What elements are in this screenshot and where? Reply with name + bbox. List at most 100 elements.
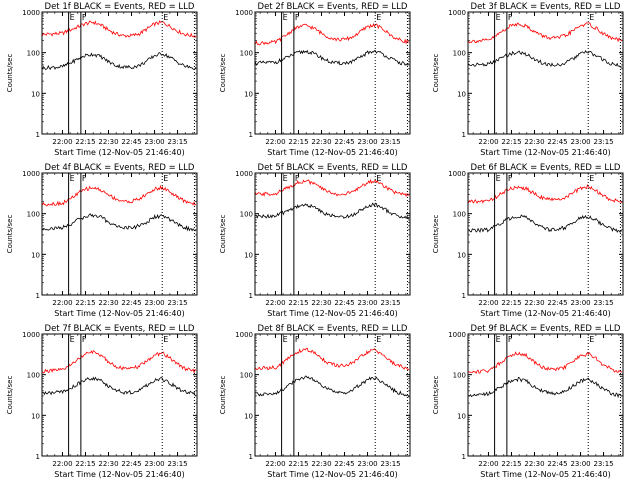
chart-panel: Det 2f BLACK = Events, RED = LLD Counts/s… bbox=[219, 2, 411, 157]
event-marker-label: E bbox=[496, 335, 501, 344]
y-tick-label: 1 bbox=[249, 131, 253, 139]
plot-frame bbox=[41, 11, 198, 135]
x-tick-label: 22:30 bbox=[98, 138, 118, 146]
plot-frame bbox=[254, 333, 411, 457]
x-tick-label: 22:30 bbox=[311, 460, 331, 468]
events-series-line bbox=[468, 49, 623, 68]
x-tick-label: 23:00 bbox=[570, 460, 590, 468]
x-axis-label: Start Time (12-Nov-05 21:46:40) bbox=[267, 309, 397, 318]
y-tick-label: 1 bbox=[462, 292, 466, 300]
chart-title: Det 8f BLACK = Events, RED = LLD bbox=[258, 324, 408, 334]
x-tick-label: 22:15 bbox=[501, 138, 521, 146]
x-tick-label: 22:00 bbox=[478, 299, 498, 307]
y-tick-label: 100 bbox=[240, 50, 253, 58]
x-tick-label: 22:45 bbox=[547, 138, 567, 146]
event-marker-label: E bbox=[589, 13, 594, 22]
x-tick-label: 23:15 bbox=[593, 299, 613, 307]
event-marker-label: E bbox=[283, 13, 288, 22]
event-marker-label: E bbox=[163, 335, 168, 344]
x-tick-label: 23:15 bbox=[380, 299, 400, 307]
x-tick-label: 23:00 bbox=[357, 299, 377, 307]
y-tick-label: 100 bbox=[453, 50, 466, 58]
y-tick-label: 1 bbox=[36, 292, 40, 300]
event-marker-label: E bbox=[376, 335, 381, 344]
x-tick-label: 23:00 bbox=[144, 138, 164, 146]
x-tick-label: 22:45 bbox=[121, 299, 141, 307]
y-tick-label: 1000 bbox=[22, 9, 40, 17]
x-tick-label: 22:30 bbox=[98, 299, 118, 307]
plot-frame bbox=[41, 172, 198, 296]
event-marker-label: E bbox=[70, 174, 75, 183]
x-tick-label: 22:15 bbox=[75, 138, 95, 146]
event-marker-label: E bbox=[283, 174, 288, 183]
event-marker-label: E bbox=[589, 335, 594, 344]
event-marker-label: F bbox=[508, 174, 513, 183]
chart-title: Det 3f BLACK = Events, RED = LLD bbox=[471, 2, 621, 12]
lld-series-line bbox=[255, 22, 410, 46]
x-tick-label: 22:45 bbox=[121, 138, 141, 146]
lld-series-line bbox=[255, 347, 410, 371]
x-tick-label: 23:15 bbox=[593, 138, 613, 146]
y-axis-label: Counts/sec bbox=[6, 376, 14, 415]
lld-series-line bbox=[255, 178, 410, 198]
events-series-line bbox=[255, 49, 409, 66]
x-tick-label: 22:15 bbox=[288, 460, 308, 468]
lld-series-line bbox=[468, 183, 623, 204]
chart-title: Det 7f BLACK = Events, RED = LLD bbox=[45, 324, 195, 334]
y-tick-label: 100 bbox=[240, 372, 253, 380]
y-tick-label: 100 bbox=[453, 372, 466, 380]
y-tick-label: 10 bbox=[457, 412, 466, 420]
event-marker-label: F bbox=[295, 174, 300, 183]
y-tick-label: 1 bbox=[249, 453, 253, 461]
event-marker-label: E bbox=[589, 174, 594, 183]
event-marker-label: E bbox=[496, 174, 501, 183]
y-tick-label: 10 bbox=[457, 251, 466, 259]
events-series-line bbox=[468, 376, 623, 399]
lld-series-line bbox=[42, 20, 197, 39]
y-tick-label: 1000 bbox=[235, 331, 253, 339]
x-axis-label: Start Time (12-Nov-05 21:46:40) bbox=[54, 309, 184, 318]
events-series-line bbox=[42, 213, 197, 232]
x-tick-label: 22:15 bbox=[288, 138, 308, 146]
events-series-line bbox=[42, 376, 197, 397]
lld-series-line bbox=[468, 351, 623, 375]
y-tick-label: 10 bbox=[31, 412, 40, 420]
x-axis-label: Start Time (12-Nov-05 21:46:40) bbox=[267, 148, 397, 157]
plot-frame bbox=[467, 333, 624, 457]
events-series-line bbox=[255, 202, 410, 220]
chart-panel: Det 3f BLACK = Events, RED = LLD Counts/s… bbox=[432, 2, 624, 157]
x-tick-label: 22:45 bbox=[547, 299, 567, 307]
event-marker-label: E bbox=[496, 13, 501, 22]
chart-panel: Det 1f BLACK = Events, RED = LLD Counts/s… bbox=[6, 2, 198, 157]
x-tick-label: 22:30 bbox=[524, 138, 544, 146]
y-tick-label: 1000 bbox=[22, 331, 40, 339]
x-tick-label: 23:15 bbox=[167, 460, 187, 468]
x-tick-label: 23:00 bbox=[144, 460, 164, 468]
x-tick-label: 23:00 bbox=[570, 138, 590, 146]
x-tick-label: 23:00 bbox=[570, 299, 590, 307]
event-marker-label: E bbox=[376, 13, 381, 22]
y-axis-label: Counts/sec bbox=[219, 215, 227, 254]
y-tick-label: 100 bbox=[453, 211, 466, 219]
chart-title: Det 4f BLACK = Events, RED = LLD bbox=[45, 163, 195, 173]
event-marker-label: F bbox=[508, 13, 513, 22]
x-tick-label: 23:15 bbox=[380, 138, 400, 146]
x-tick-label: 22:15 bbox=[501, 299, 521, 307]
y-tick-label: 1 bbox=[462, 131, 466, 139]
x-tick-label: 22:45 bbox=[547, 460, 567, 468]
lld-series-line bbox=[468, 22, 623, 44]
x-tick-label: 23:00 bbox=[357, 460, 377, 468]
x-tick-label: 23:00 bbox=[144, 299, 164, 307]
event-marker-label: F bbox=[82, 13, 87, 22]
x-tick-label: 22:00 bbox=[52, 138, 72, 146]
x-tick-label: 22:45 bbox=[334, 299, 354, 307]
y-tick-label: 1000 bbox=[235, 170, 253, 178]
x-axis-label: Start Time (12-Nov-05 21:46:40) bbox=[54, 470, 184, 479]
plot-frame bbox=[254, 172, 411, 296]
plot-frame bbox=[254, 11, 411, 135]
chart-title: Det 9f BLACK = Events, RED = LLD bbox=[471, 324, 621, 334]
x-tick-label: 22:30 bbox=[98, 460, 118, 468]
event-marker-label: E bbox=[283, 335, 288, 344]
lld-series-line bbox=[42, 350, 197, 374]
